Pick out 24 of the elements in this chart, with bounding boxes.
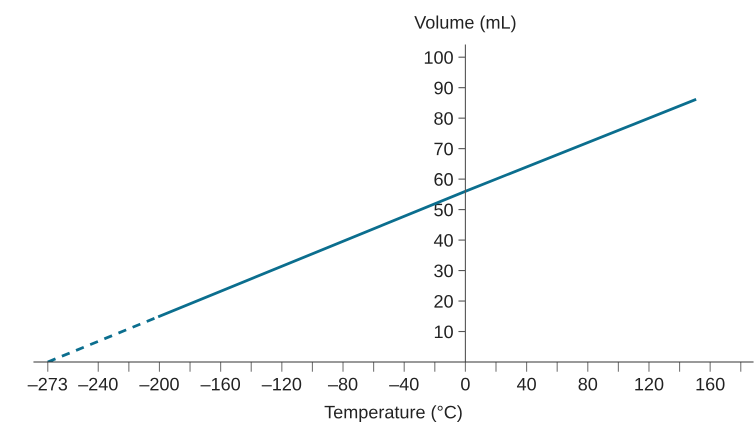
y-tick-label: 30 — [434, 264, 453, 278]
y-tick-label: 60 — [434, 173, 453, 186]
x-axis-title: Temperature (°C) — [324, 405, 462, 422]
y-tick-label: 50 — [434, 204, 453, 216]
x-tick-label: 80 — [578, 378, 598, 391]
x-tick-label: –120 — [262, 378, 302, 391]
x-tick-label: 120 — [635, 378, 664, 391]
y-tick-label: 20 — [434, 294, 453, 308]
x-tick-label: –160 — [200, 378, 240, 391]
y-tick-label: 100 — [424, 51, 453, 64]
x-tick-label: 160 — [696, 378, 725, 391]
x-tick-label: 0 — [461, 378, 470, 391]
x-tick-label: –200 — [139, 378, 179, 391]
y-tick-label: 70 — [434, 142, 453, 156]
x-tick-label: –273 — [28, 378, 68, 391]
x-tick-label: –80 — [328, 378, 358, 391]
y-tick-label: 90 — [434, 82, 453, 94]
x-tick-label: –40 — [389, 378, 419, 391]
y-tick-label: 10 — [434, 325, 453, 338]
x-tick-label: 40 — [516, 378, 536, 391]
y-axis-title: Volume (mL) — [414, 15, 516, 32]
y-tick-label: 40 — [434, 234, 453, 247]
y-tick-label: 80 — [434, 112, 453, 125]
x-tick-label: –240 — [78, 378, 118, 391]
